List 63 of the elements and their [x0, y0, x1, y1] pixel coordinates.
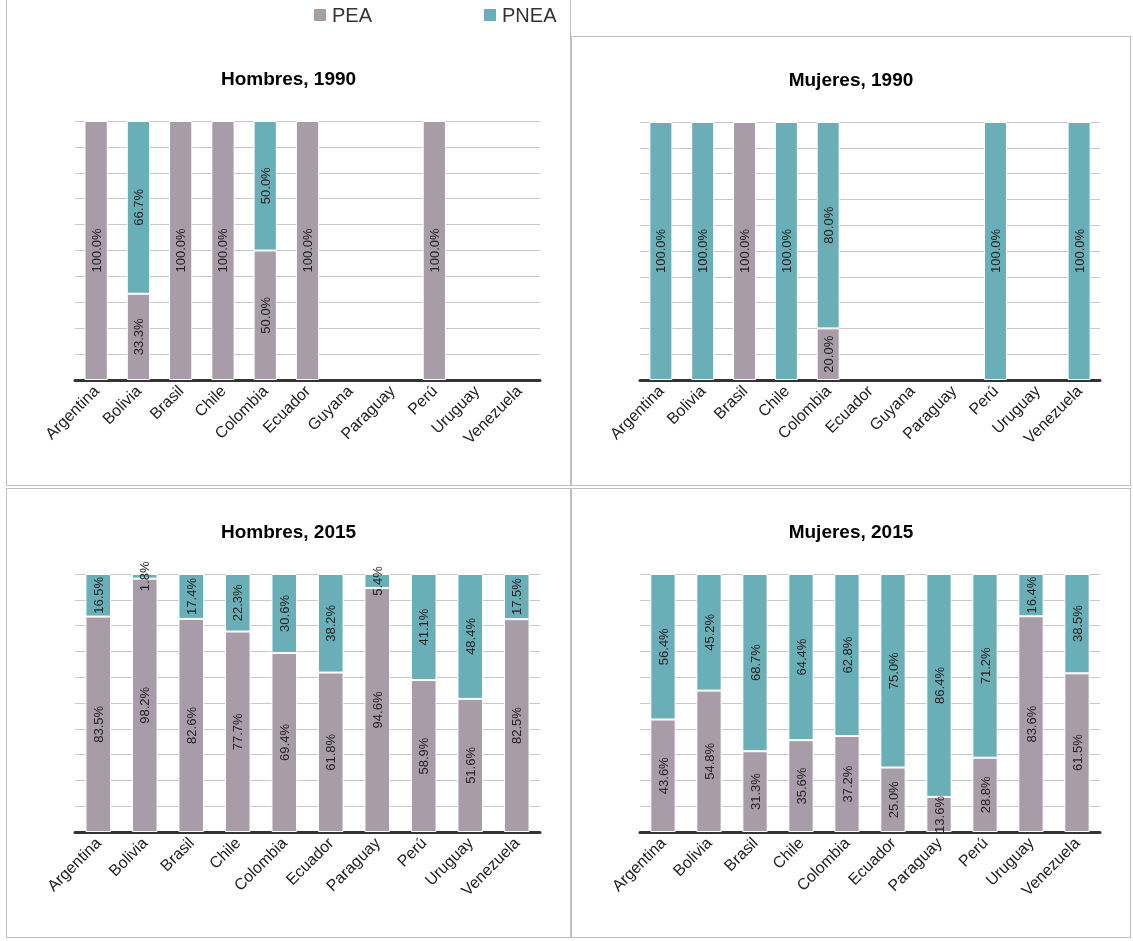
data-label: 64.4% [793, 638, 809, 676]
data-label: 51.6% [462, 746, 478, 784]
data-label: 100.0% [987, 228, 1003, 274]
data-label: 20.0% [820, 335, 836, 373]
data-label: 61.8% [323, 733, 339, 771]
data-label: 30.6% [276, 594, 292, 632]
data-label: 38.5% [1069, 604, 1085, 643]
chart-title: Hombres, 2015 [220, 521, 357, 542]
data-label: 16.5% [90, 576, 106, 614]
data-label: 100.0% [173, 228, 189, 273]
data-label: 43.6% [655, 756, 671, 795]
data-label: 94.6% [369, 691, 385, 729]
data-label: 77.7% [230, 712, 246, 751]
data-label: 48.4% [462, 617, 478, 655]
chart-title: Mujeres, 1990 [788, 69, 914, 90]
data-label: 82.6% [183, 706, 199, 744]
data-label: 13.6% [931, 795, 947, 833]
data-label: 62.8% [839, 636, 855, 674]
data-label: 66.7% [130, 188, 146, 226]
chart-title: Mujeres, 2015 [788, 521, 914, 542]
data-label: 100.0% [737, 228, 753, 274]
data-label: 86.4% [931, 666, 947, 704]
data-label: 50.0% [257, 296, 273, 334]
data-label: 35.6% [793, 767, 809, 805]
data-label: 100.0% [300, 228, 315, 273]
data-label: 41.1% [416, 608, 432, 646]
legend-label: PEA [332, 4, 373, 26]
data-label: 61.5% [1069, 733, 1085, 772]
data-label: 54.8% [701, 742, 717, 780]
data-label: 16.4% [1023, 576, 1039, 614]
data-label: 100.0% [215, 228, 231, 273]
data-label: 100.0% [653, 228, 669, 274]
data-label: 100.0% [695, 228, 711, 274]
chart-title: Hombres, 1990 [220, 68, 357, 89]
data-label: 100.0% [88, 228, 104, 273]
data-label: 82.5% [509, 706, 525, 745]
data-label: 37.2% [839, 765, 855, 803]
data-label: 100.0% [778, 228, 794, 274]
data-label: 50.0% [257, 166, 273, 205]
data-label: 5.4% [369, 565, 385, 596]
data-label: 25.0% [885, 780, 901, 819]
data-label: 75.0% [885, 651, 901, 690]
data-label: 83.5% [90, 705, 106, 743]
data-label: 17.5% [509, 577, 525, 616]
legend-label: PNEA [502, 4, 558, 26]
data-label: 80.0% [820, 206, 836, 244]
data-label: 38.2% [323, 604, 339, 642]
data-label: 56.4% [655, 627, 671, 666]
data-label: 17.4% [183, 577, 199, 615]
data-label: 100.0% [1071, 228, 1087, 274]
data-label: 58.9% [416, 737, 432, 775]
data-label: 68.7% [747, 643, 763, 682]
data-label: 98.2% [137, 686, 153, 724]
data-label: 100.0% [426, 228, 442, 273]
data-label: 45.2% [701, 613, 717, 651]
data-label: 31.3% [747, 772, 763, 811]
data-label: 28.8% [977, 775, 993, 814]
data-label: 22.3% [230, 583, 246, 622]
data-label: 83.6% [1023, 705, 1039, 743]
data-label: 33.3% [130, 318, 146, 356]
data-label: 69.4% [276, 723, 292, 761]
data-label: 71.2% [977, 646, 993, 685]
data-label: 1.8% [137, 561, 153, 592]
